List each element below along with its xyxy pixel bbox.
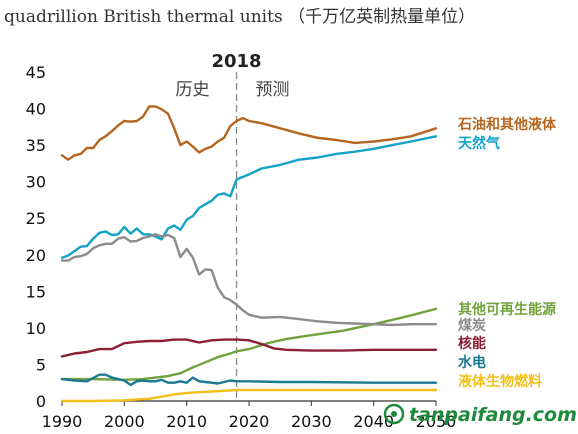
- x-tick-label: 2050: [416, 412, 457, 431]
- x-tick-label: 2000: [104, 412, 145, 431]
- x-tick-label: 1990: [42, 412, 83, 431]
- x-tick-label: 2010: [166, 412, 207, 431]
- series-line: [60, 338, 438, 358]
- y-tick-label: 20: [26, 246, 46, 265]
- series-lines: [60, 105, 438, 403]
- y-tick-label: 5: [36, 355, 46, 374]
- series-label: 核能: [458, 335, 486, 352]
- series-line: [60, 135, 438, 259]
- chart-title: quadrillion British thermal units （千万亿英制…: [4, 7, 476, 27]
- x-tick-label: 2040: [353, 412, 394, 431]
- watermark-logo-dot-icon: [391, 411, 397, 417]
- projection-year-label: 2018: [211, 51, 261, 72]
- series-line: [60, 307, 438, 381]
- series-line: [60, 388, 438, 403]
- series-line: [60, 105, 438, 161]
- y-tick-label: 10: [26, 319, 46, 338]
- watermark-text: tanpaifang.com: [409, 404, 577, 426]
- y-tick-label: 15: [26, 282, 46, 301]
- series-label: 液体生物燃料: [458, 373, 542, 390]
- projection-label: 预测: [256, 80, 290, 100]
- series-line: [60, 373, 438, 387]
- y-tick-label: 45: [26, 63, 46, 82]
- watermark-logo-icon: [383, 403, 405, 425]
- y-tick-label: 30: [26, 173, 46, 192]
- y-tick-label: 35: [26, 136, 46, 155]
- series-label: 其他可再生能源: [458, 301, 556, 318]
- watermark: tanpaifang.com: [383, 403, 577, 426]
- series-label: 石油和其他液体: [457, 116, 557, 133]
- y-tick-label: 0: [36, 392, 46, 411]
- y-tick-label: 40: [26, 100, 46, 119]
- series-label: 水电: [458, 354, 486, 371]
- x-tick-label: 2030: [291, 412, 332, 431]
- axes: 0 5 10 15 20 25 30 35 40 45 1990 2000 2010 2020 2030 20…: [26, 51, 457, 431]
- y-tick-label: 25: [26, 209, 46, 228]
- series-label: 天然气: [458, 135, 500, 152]
- x-tick-label: 2020: [229, 412, 270, 431]
- series-line: [60, 233, 438, 327]
- series-label: 煤炭: [458, 317, 486, 334]
- history-label: 历史: [176, 80, 210, 100]
